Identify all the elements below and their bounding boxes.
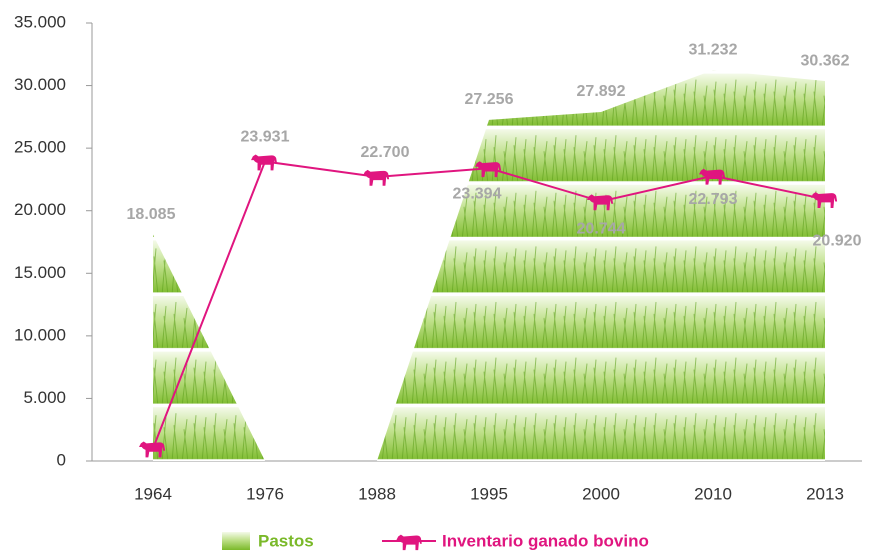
- legend-label: Inventario ganado bovino: [442, 531, 649, 550]
- value-label: 20.744: [577, 221, 626, 238]
- value-label: 27.892: [577, 83, 626, 100]
- x-tick-label: 1988: [358, 484, 396, 503]
- legend-marker: [396, 534, 422, 551]
- x-tick-label: 2000: [582, 484, 620, 503]
- y-tick-label: 30.000: [14, 75, 66, 94]
- y-tick-label: 20.000: [14, 200, 66, 219]
- value-label: 22.793: [689, 191, 738, 208]
- value-label: 22.700: [361, 144, 410, 161]
- x-tick-label: 1976: [246, 484, 284, 503]
- legend-label: Pastos: [258, 531, 314, 550]
- x-tick-label: 2013: [806, 484, 844, 503]
- legend-swatch: [222, 532, 250, 550]
- value-label: 20.920: [813, 232, 862, 249]
- value-label: 27.256: [465, 91, 514, 108]
- value-label: 30.362: [801, 52, 850, 69]
- area: [153, 70, 825, 461]
- cow-marker: [139, 441, 166, 458]
- y-tick-label: 35.000: [14, 12, 66, 31]
- cow-marker: [251, 154, 278, 171]
- y-tick-label: 25.000: [14, 138, 66, 157]
- y-tick-label: 5.000: [23, 388, 66, 407]
- x-tick-label: 2010: [694, 484, 732, 503]
- value-label: 31.232: [689, 41, 738, 58]
- y-tick-label: 10.000: [14, 325, 66, 344]
- x-tick-label: 1964: [134, 484, 172, 503]
- y-tick-label: 15.000: [14, 263, 66, 282]
- y-tick-label: 0: [57, 450, 66, 469]
- value-label: 23.394: [453, 185, 502, 202]
- cow-marker: [363, 169, 390, 186]
- legend: Pastos Inventario ganado bovino: [222, 531, 649, 550]
- value-label: 23.931: [241, 129, 290, 146]
- x-tick-label: 1995: [470, 484, 508, 503]
- value-label: 18.085: [127, 206, 176, 223]
